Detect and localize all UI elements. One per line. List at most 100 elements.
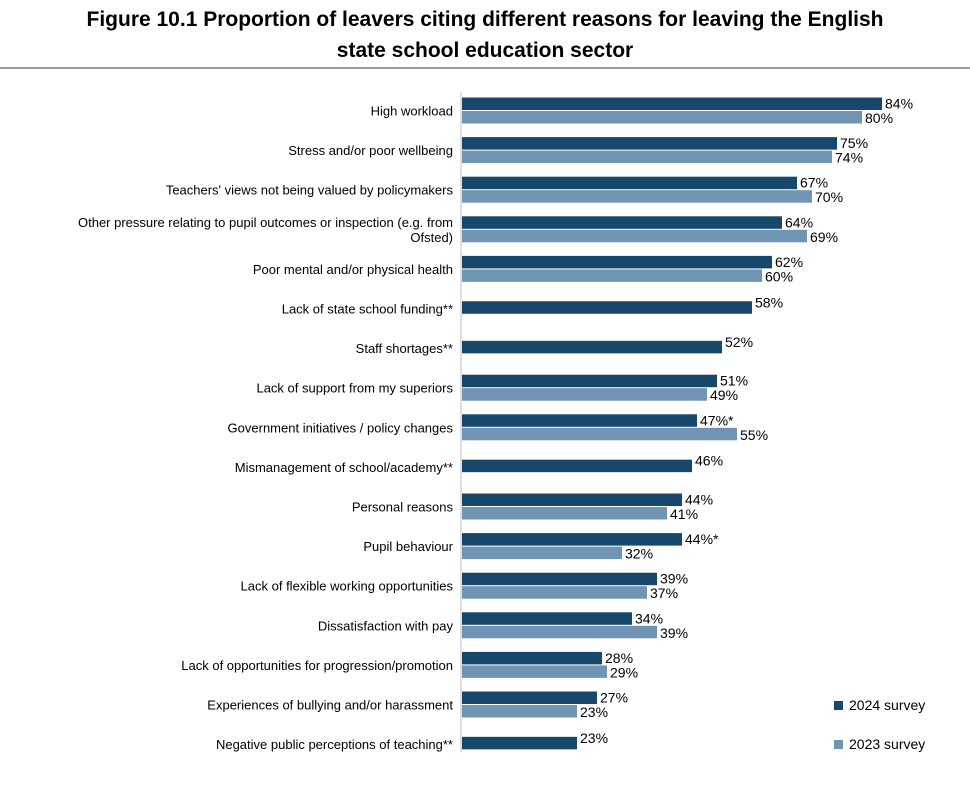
category-label: Lack of flexible working opportunities [241,579,454,594]
bar-2024 [462,459,692,473]
value-label-2024: 64% [785,214,813,230]
category-label-line: Ofsted) [410,230,453,245]
bar-2023 [462,705,577,718]
category-label-line: Negative public perceptions of teaching*… [216,737,453,752]
category-label: Stress and/or poor wellbeing [288,143,453,158]
chart-title-line-1: Figure 10.1 Proportion of leavers citing… [86,8,884,31]
bar-2024 [462,691,597,704]
category-label: Mismanagement of school/academy** [235,460,453,475]
category-label: Negative public perceptions of teaching*… [216,737,453,752]
bar-2023 [462,388,707,401]
bar-2023 [462,586,647,599]
value-label-2024: 23% [580,730,608,746]
value-label-2024: 44% [685,492,713,508]
category-label: High workload [371,104,453,119]
title-divider [0,67,970,69]
bar-2024 [462,374,717,388]
category-label: Staff shortages** [356,341,453,356]
bar-2024 [462,97,882,110]
category-label-line: Stress and/or poor wellbeing [288,143,453,158]
category-label-line: High workload [371,104,453,119]
category-label-line: Dissatisfaction with pay [318,618,454,633]
value-label-2024: 58% [755,294,783,310]
category-label: Dissatisfaction with pay [318,618,454,633]
value-label-2024: 28% [605,650,633,666]
value-label-2023: 60% [765,268,793,284]
category-label-line: Poor mental and/or physical health [253,262,453,277]
value-label-2023: 69% [810,229,838,245]
value-label-2023: 29% [610,664,638,680]
bar-2023 [462,190,812,203]
value-label-2024: 46% [695,453,723,469]
bar-2024 [462,612,632,625]
category-label-line: Teachers' views not being valued by poli… [166,183,454,198]
bar-2024 [462,340,722,354]
bar-2024 [462,414,697,427]
category-label-line: Lack of flexible working opportunities [241,579,454,594]
chart-title: Figure 10.1 Proportion of leavers citing… [0,4,970,66]
category-label-line: Lack of support from my superiors [256,381,453,396]
value-label-2023: 32% [625,546,653,562]
bar-2023 [462,665,607,678]
legend-label-2023: 2023 survey [849,736,925,752]
value-label-2024: 75% [840,135,868,151]
category-label: Other pressure relating to pupil outcome… [78,215,453,245]
bar-2023 [462,269,762,282]
category-label-line: Pupil behaviour [363,539,453,554]
value-label-2024: 52% [725,334,753,350]
chart-title-line-2: state school education sector [336,39,634,62]
bar-2024 [462,301,752,314]
bar-2024 [462,255,772,269]
value-label-2023: 74% [835,150,863,166]
value-label-2023: 49% [710,387,738,403]
bar-2023 [462,111,862,124]
legend-swatch-2023 [834,740,843,749]
bar-2023 [462,427,737,441]
value-label-2024: 27% [600,690,628,706]
bar-2023 [462,229,807,243]
category-label: Experiences of bullying and/or harassmen… [207,698,453,713]
value-label-2024: 51% [720,373,748,389]
value-label-2023: 41% [670,506,698,522]
bar-2024 [462,176,797,190]
category-label: Lack of state school funding** [282,302,453,317]
value-label-2023: 39% [660,625,688,641]
category-label-line: Lack of opportunities for progression/pr… [181,658,453,673]
value-label-2023: 70% [815,189,843,205]
category-label: Personal reasons [352,500,454,515]
value-label-2023: 55% [740,427,768,443]
value-label-2024: 62% [775,254,803,270]
value-label-2023: 80% [865,110,893,126]
category-label: Lack of support from my superiors [256,381,453,396]
category-label: Lack of opportunities for progression/pr… [181,658,453,673]
category-label-line: Other pressure relating to pupil outcome… [78,215,453,230]
value-label-2024: 44%* [685,531,719,547]
bar-2024 [462,216,782,229]
value-label-2024: 34% [635,610,663,626]
category-label: Poor mental and/or physical health [253,262,453,277]
bar-2023 [462,625,657,639]
bar-2024 [462,137,837,150]
value-label-2023: 37% [650,585,678,601]
legend-swatch-2024 [834,701,843,710]
bar-2024 [462,736,577,750]
value-label-2024: 47%* [700,412,734,428]
category-label: Pupil behaviour [363,539,453,554]
bar-2024 [462,533,682,546]
value-label-2023: 23% [580,704,608,720]
bar-2024 [462,572,657,586]
value-label-2024: 84% [885,96,913,112]
category-label: Teachers' views not being valued by poli… [166,183,454,198]
bar-2023 [462,546,622,560]
legend-label-2024: 2024 survey [849,697,925,713]
category-label: Government initiatives / policy changes [228,420,454,435]
bar-2023 [462,150,832,164]
bar-2024 [462,493,682,506]
category-label-line: Mismanagement of school/academy** [235,460,453,475]
value-label-2024: 67% [800,175,828,191]
value-label-2024: 39% [660,571,688,587]
bar-2024 [462,651,602,665]
category-label-line: Lack of state school funding** [282,302,453,317]
bar-2023 [462,507,667,520]
